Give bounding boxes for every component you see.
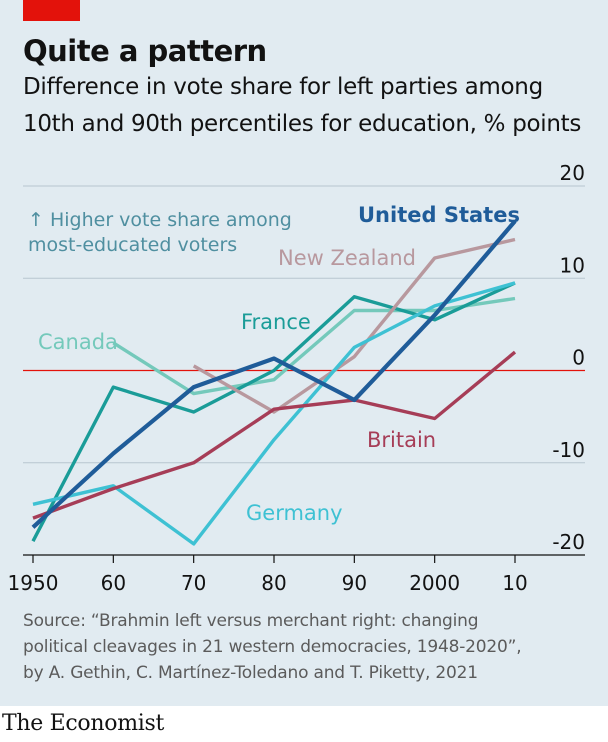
x-tick-label: 1950 [8, 571, 59, 595]
source-line1: Source: “Brahmin left versus merchant ri… [23, 611, 479, 631]
series-line-germany [32, 281, 516, 546]
series-line-canada [112, 296, 516, 396]
series-group [31, 219, 517, 546]
x-tick-label: 70 [181, 571, 206, 595]
series-line-new-zealand [192, 237, 516, 414]
line-chart: 20 10 0 -10 -20 1950 60 70 80 90 2000 10 Canada Fra… [8, 161, 585, 595]
y-tick-labels: 20 10 0 -10 -20 [552, 161, 585, 554]
series-label-france: France [241, 310, 311, 334]
x-tick-label: 80 [261, 571, 286, 595]
grid-lines [23, 185, 585, 464]
y-tick-label: 10 [560, 253, 585, 277]
series-label-germany: Germany [246, 501, 343, 525]
annotation: ↑ Higher vote share among most-educated … [28, 209, 292, 256]
x-tick-label: 60 [101, 571, 126, 595]
x-tick-label: 2000 [409, 571, 460, 595]
source-line2: political cleavages in 21 western democr… [23, 637, 522, 657]
brand-tag [23, 0, 80, 21]
y-tick-label: 0 [572, 346, 585, 370]
series-label-canada: Canada [38, 330, 118, 354]
x-axis: 1950 60 70 80 90 2000 10 [8, 554, 585, 595]
series-label-united-states: United States [358, 203, 520, 227]
series-line-britain [32, 350, 517, 520]
publisher-logo: The Economist [2, 711, 165, 736]
annotation-line2: most-educated voters [28, 234, 237, 256]
series-line-united-states [31, 219, 517, 529]
x-tick-label: 10 [502, 571, 527, 595]
chart-subtitle-line2: 10th and 90th percentiles for education,… [23, 111, 582, 137]
chart-subtitle-line1: Difference in vote share for left partie… [23, 74, 543, 100]
y-tick-label: 20 [560, 161, 585, 185]
chart-card: Quite a pattern Difference in vote share… [0, 0, 608, 706]
source-line3: by A. Gethin, C. Martínez-Toledano and T… [23, 663, 478, 683]
annotation-line1: ↑ Higher vote share among [28, 209, 292, 231]
series-label-britain: Britain [367, 428, 436, 452]
series-line-france [31, 281, 516, 542]
y-tick-label: -20 [552, 530, 585, 554]
chart-title: Quite a pattern [23, 34, 267, 68]
series-labels: Canada France New Zealand Germany Britain Uni… [38, 203, 520, 525]
y-tick-label: -10 [552, 438, 585, 462]
series-label-new-zealand: New Zealand [278, 246, 416, 270]
x-tick-label: 90 [342, 571, 367, 595]
